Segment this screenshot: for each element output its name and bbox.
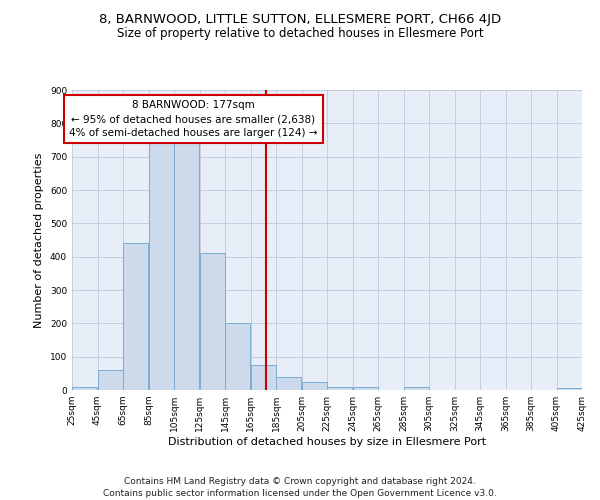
Bar [200,254,225,390]
Bar [557,388,582,390]
Bar [225,324,250,390]
Bar [72,386,97,390]
Bar [251,365,276,390]
Text: Size of property relative to detached houses in Ellesmere Port: Size of property relative to detached ho… [116,28,484,40]
X-axis label: Distribution of detached houses by size in Ellesmere Port: Distribution of detached houses by size … [168,437,486,447]
Bar [353,386,378,390]
Bar [149,140,174,390]
Text: Contains public sector information licensed under the Open Government Licence v3: Contains public sector information licen… [103,489,497,498]
Text: 8, BARNWOOD, LITTLE SUTTON, ELLESMERE PORT, CH66 4JD: 8, BARNWOOD, LITTLE SUTTON, ELLESMERE PO… [99,12,501,26]
Text: Contains HM Land Registry data © Crown copyright and database right 2024.: Contains HM Land Registry data © Crown c… [124,478,476,486]
Bar [302,382,327,390]
Bar [98,370,123,390]
Bar [174,140,199,390]
Bar [276,376,301,390]
Bar [404,386,429,390]
Bar [327,386,352,390]
Text: 8 BARNWOOD: 177sqm
← 95% of detached houses are smaller (2,638)
4% of semi-detac: 8 BARNWOOD: 177sqm ← 95% of detached hou… [69,100,317,138]
Bar [123,244,148,390]
Y-axis label: Number of detached properties: Number of detached properties [34,152,44,328]
